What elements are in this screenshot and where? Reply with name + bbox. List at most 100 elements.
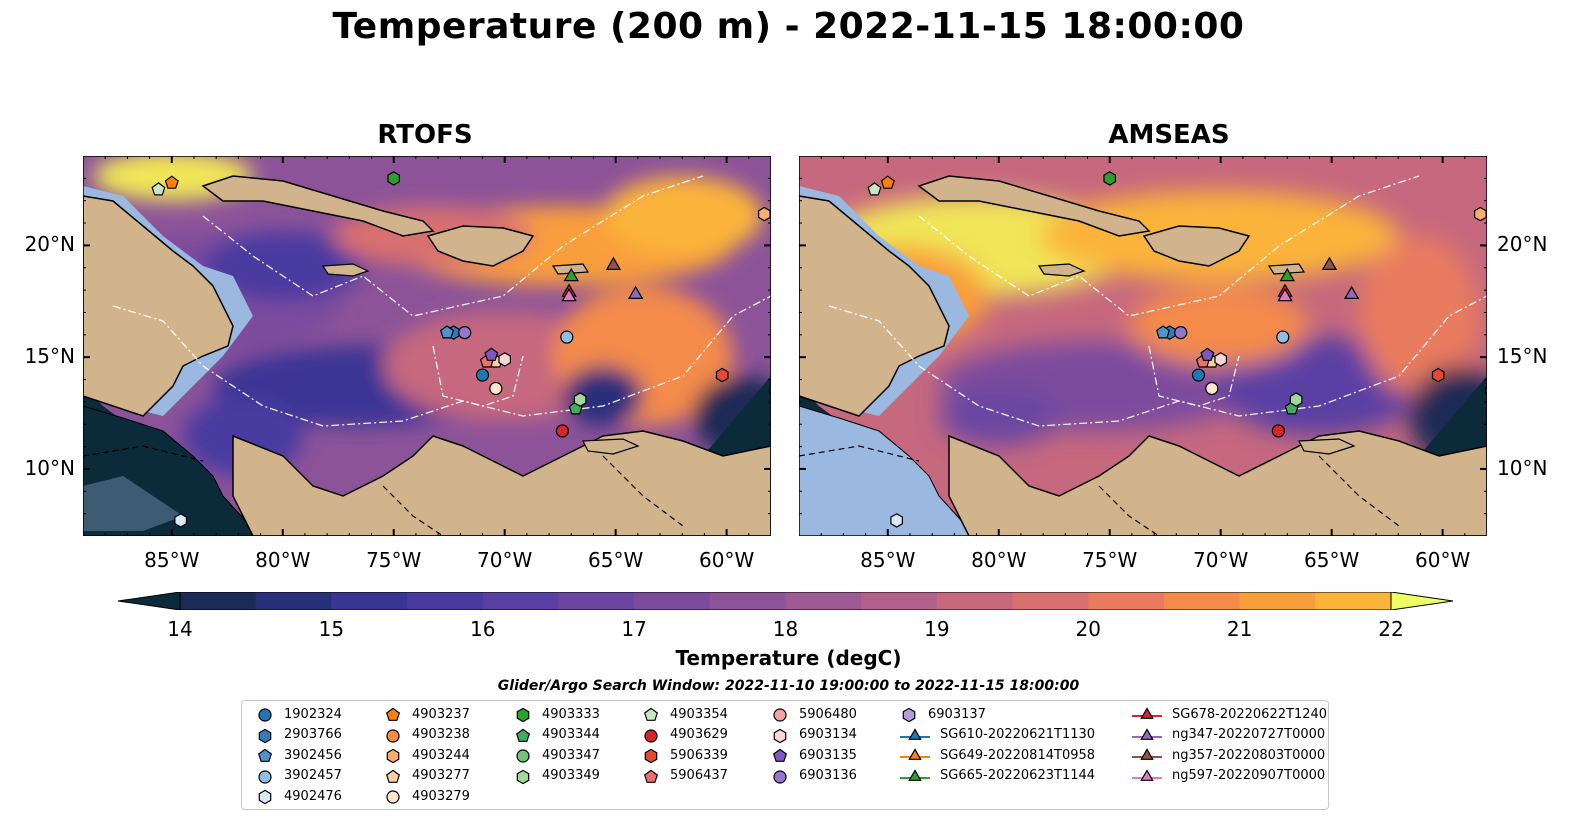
colorbar-tick-label: 17 [621,617,647,641]
legend-label: SG678-20220622T1240 [1172,706,1328,722]
legend-label: ng347-20220727T0000 [1172,727,1326,742]
obs-marker-4903354[interactable] [151,182,166,196]
trinidad-island [1298,438,1356,455]
obs-marker-1902324[interactable] [1191,368,1206,382]
cuba-island [201,175,435,237]
obs-marker-4903244[interactable] [1473,206,1487,222]
legend-marker-circle-icon [773,769,787,784]
colorbar-frame [179,592,1392,610]
legend-marker-triangle-icon [900,748,930,760]
lon-tick-label: 80°W [971,548,1027,572]
obs-marker-ng347-20220727T0000[interactable] [627,285,644,299]
obs-marker-5906339[interactable] [715,367,729,383]
lat-tick-label-left: 20°N [24,232,75,257]
obs-marker-4902476[interactable] [174,513,188,528]
obs-marker-6903135[interactable] [1200,347,1215,361]
legend-item: 6903136 [769,766,857,786]
rtofs-map-panel[interactable] [83,156,771,536]
legend-marker-triangle-icon [1132,727,1162,740]
legend-item: SG678-20220622T1240 [1130,704,1327,724]
south-america-landmass [948,430,1487,536]
legend-label: ng357-20220803T0000 [1172,747,1326,763]
obs-marker-4903349[interactable] [1289,392,1303,407]
obs-marker-3902457[interactable] [1276,330,1290,344]
obs-marker-4903354[interactable] [867,182,882,196]
legend-marker-hexagon-icon [644,748,658,764]
obs-marker-4903237[interactable] [164,175,179,189]
legend-marker-hexagon-icon [258,789,272,805]
obs-marker-5906339[interactable] [1431,367,1445,383]
colorbar [118,592,1453,610]
observation-markers [151,171,771,528]
obs-marker-4903279[interactable] [489,381,503,396]
legend-item: 3902456 [254,745,342,765]
obs-marker-ng347-20220727T0000[interactable] [1343,285,1360,299]
lon-tick-label: 65°W [1304,548,1360,572]
legend-item: 4903333 [512,704,600,724]
colorbar-bin [407,592,484,610]
obs-marker-4903349[interactable] [573,392,587,407]
colorbar-tick-label: 14 [167,617,193,641]
amseas-map-panel[interactable] [799,156,1487,536]
obs-marker-4903629[interactable] [555,424,569,438]
legend-item: 6903134 [769,725,857,745]
legend-item: 4903244 [382,745,470,765]
obs-marker-3902456[interactable] [439,325,455,339]
obs-marker-4903333[interactable] [387,171,400,186]
legend-label: 2903766 [284,727,342,742]
pacific-ocean [799,405,975,536]
obs-marker-3902457[interactable] [560,330,574,344]
legend-marker-circle-icon [386,728,400,743]
pacific-ocean [83,405,259,536]
obs-marker-ng597-20220907T0000[interactable] [1277,287,1293,302]
colorbar-extend-min [118,592,181,610]
legend-label: SG649-20220814T0958 [940,747,1096,763]
legend-item: SG610-20220621T1130 [898,725,1095,745]
legend-item: 4903277 [382,766,470,786]
obs-marker-1902324[interactable] [475,368,490,382]
cuba-island [917,175,1151,237]
colorbar-bin [1012,592,1089,610]
legend-marker-pentagon-icon [772,748,788,762]
obs-marker-4903244[interactable] [757,206,771,222]
legend-label: 6903137 [928,706,986,722]
jamaica-island [321,263,370,277]
legend-label: 5906437 [670,768,728,783]
obs-marker-6903136[interactable] [458,325,472,340]
colorbar-bin [331,592,408,610]
legend-marker-triangle-icon [900,768,930,781]
legend-marker-triangle-icon [1132,768,1162,781]
lon-tick-label: 85°W [860,548,916,572]
colorbar-bin [1088,592,1165,610]
colorbar-tick-label: 15 [318,617,345,641]
legend-marker-circle-icon [516,749,530,763]
legend-item: 4903629 [640,725,728,745]
atlantic-deep-water [703,376,771,456]
obs-marker-ng357-20220803T0000[interactable] [605,256,622,271]
obs-marker-4903237[interactable] [880,175,895,189]
obs-marker-4903629[interactable] [1271,424,1285,438]
obs-marker-6903136[interactable] [1174,325,1188,340]
obs-marker-4903333[interactable] [1103,171,1116,186]
obs-marker-6903134[interactable] [498,352,511,367]
obs-marker-ng597-20220907T0000[interactable] [561,287,577,302]
legend-item: ng347-20220727T0000 [1130,725,1325,745]
obs-marker-4902476[interactable] [890,513,904,528]
obs-marker-ng357-20220803T0000[interactable] [1321,256,1338,271]
legend-item: ng597-20220907T0000 [1130,766,1325,786]
legend-item: 4903238 [382,725,470,745]
legend-marker-circle-icon [258,708,272,722]
colorbar-bin [1163,592,1241,610]
obs-marker-SG665-20220623T1144[interactable] [1279,267,1295,282]
legend-marker-triangle-icon [900,727,930,740]
legend-item: 4902476 [254,786,342,806]
obs-marker-3902456[interactable] [1155,325,1171,339]
legend-marker-pentagon-icon [385,707,401,721]
obs-marker-6903135[interactable] [484,347,499,361]
legend-label: 4903333 [542,706,600,722]
country-border [83,445,204,462]
obs-marker-SG665-20220623T1144[interactable] [563,267,579,282]
lon-tick-label: 70°W [1193,548,1249,572]
obs-marker-6903134[interactable] [1214,352,1227,367]
obs-marker-4903279[interactable] [1205,381,1219,396]
